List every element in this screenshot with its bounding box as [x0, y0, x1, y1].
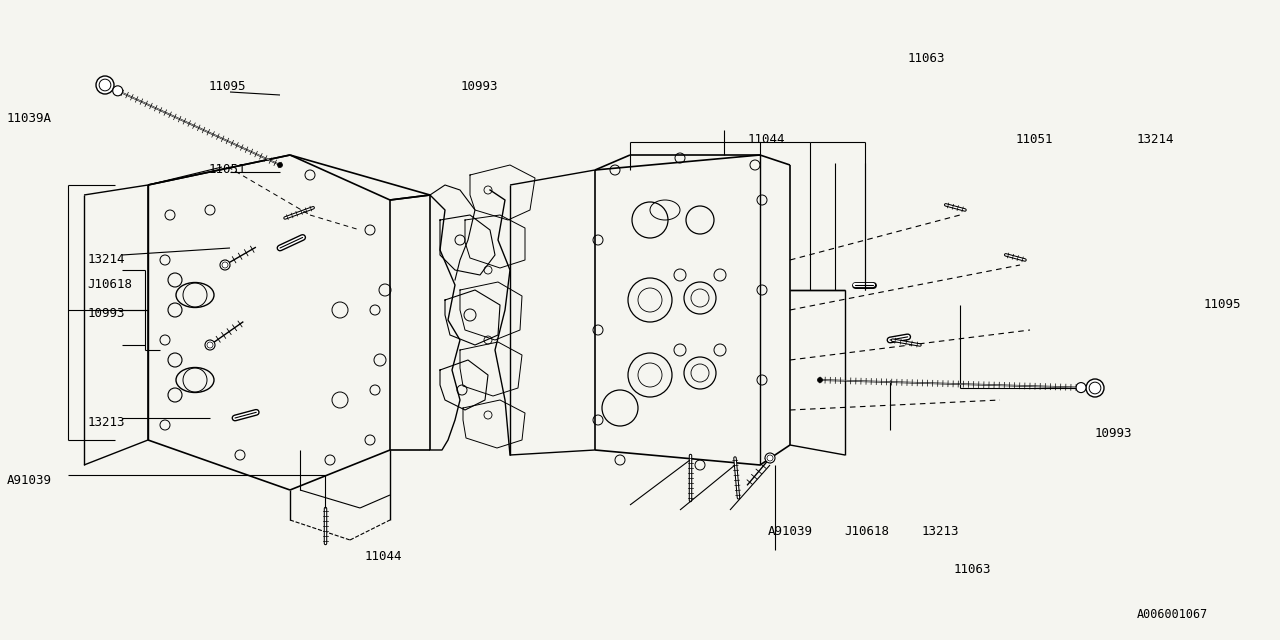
Text: 10993: 10993: [87, 307, 124, 320]
Circle shape: [1085, 379, 1103, 397]
Circle shape: [220, 260, 230, 270]
Circle shape: [1076, 383, 1085, 392]
Circle shape: [113, 86, 123, 96]
Circle shape: [765, 453, 774, 463]
Text: 13213: 13213: [922, 525, 959, 538]
Text: 11044: 11044: [748, 133, 785, 146]
Text: J10618: J10618: [87, 278, 132, 291]
Text: 11051: 11051: [1015, 133, 1052, 146]
Circle shape: [205, 340, 215, 350]
Text: 10993: 10993: [1094, 428, 1132, 440]
Text: 11095: 11095: [209, 80, 246, 93]
Text: 11051: 11051: [209, 163, 246, 176]
Text: A91039: A91039: [768, 525, 813, 538]
Circle shape: [818, 378, 823, 383]
Text: 13214: 13214: [87, 253, 124, 266]
Text: 11063: 11063: [954, 563, 991, 576]
Text: A006001067: A006001067: [1137, 608, 1208, 621]
Text: A91039: A91039: [6, 474, 51, 486]
Circle shape: [278, 163, 283, 168]
Text: 13213: 13213: [87, 416, 124, 429]
Text: 10993: 10993: [461, 80, 498, 93]
Text: 11095: 11095: [1203, 298, 1240, 311]
Text: 11044: 11044: [365, 550, 402, 563]
Text: 11039A: 11039A: [6, 112, 51, 125]
Circle shape: [96, 76, 114, 94]
Text: J10618: J10618: [845, 525, 890, 538]
Text: 13214: 13214: [1137, 133, 1174, 146]
Text: 11063: 11063: [908, 52, 946, 65]
